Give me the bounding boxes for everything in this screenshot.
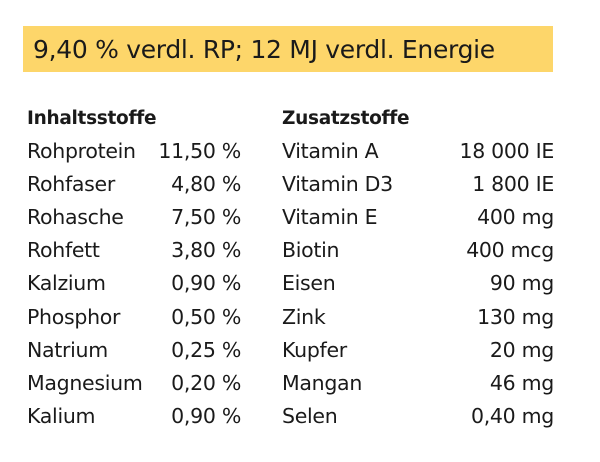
zusatzstoff-name: Selen	[282, 404, 338, 429]
zusatzstoff-row: Kupfer 20 mg	[282, 333, 554, 366]
inhaltsstoffe-heading: Inhaltsstoffe	[27, 108, 157, 129]
inhaltsstoff-value: 4,80 %	[171, 171, 241, 196]
inhaltsstoff-value: 11,50 %	[158, 138, 241, 163]
zusatzstoff-name: Eisen	[282, 271, 336, 296]
inhaltsstoff-name: Rohprotein	[27, 138, 136, 163]
inhaltsstoff-name: Kalzium	[27, 271, 106, 296]
inhaltsstoff-name: Magnesium	[27, 370, 143, 395]
inhaltsstoff-value: 3,80 %	[171, 238, 241, 263]
inhaltsstoff-value: 0,50 %	[171, 304, 241, 329]
zusatzstoff-value: 130 mg	[477, 304, 554, 329]
inhaltsstoff-value: 0,90 %	[171, 271, 241, 296]
inhaltsstoff-row: Rohprotein 11,50 %	[27, 134, 241, 167]
zusatzstoff-name: Vitamin A	[282, 138, 379, 163]
inhaltsstoff-row: Rohfaser 4,80 %	[27, 167, 241, 200]
zusatzstoff-value: 400 mg	[477, 204, 554, 229]
zusatzstoff-row: Selen 0,40 mg	[282, 400, 554, 433]
energy-banner-text: 9,40 % verdl. RP; 12 MJ verdl. Energie	[33, 34, 495, 64]
inhaltsstoff-row: Magnesium 0,20 %	[27, 366, 241, 399]
inhaltsstoff-value: 7,50 %	[171, 204, 241, 229]
zusatzstoff-name: Zink	[282, 304, 326, 329]
zusatzstoff-name: Mangan	[282, 370, 363, 395]
inhaltsstoff-row: Phosphor 0,50 %	[27, 300, 241, 333]
zusatzstoff-value: 1 800 IE	[472, 171, 554, 196]
zusatzstoff-name: Kupfer	[282, 337, 347, 362]
zusatzstoff-row: Zink 130 mg	[282, 300, 554, 333]
zusatzstoff-name: Biotin	[282, 238, 340, 263]
zusatzstoff-value: 18 000 IE	[459, 138, 554, 163]
zusatzstoff-row: Vitamin A 18 000 IE	[282, 134, 554, 167]
inhaltsstoff-row: Natrium 0,25 %	[27, 333, 241, 366]
zusatzstoff-value: 46 mg	[489, 370, 554, 395]
inhaltsstoff-name: Rohasche	[27, 204, 124, 229]
inhaltsstoff-value: 0,90 %	[171, 404, 241, 429]
zusatzstoff-name: Vitamin D3	[282, 171, 393, 196]
inhaltsstoff-value: 0,20 %	[171, 370, 241, 395]
zusatzstoff-value: 0,40 mg	[470, 404, 554, 429]
zusatzstoff-row: Vitamin E 400 mg	[282, 200, 554, 233]
inhaltsstoff-row: Rohasche 7,50 %	[27, 200, 241, 233]
inhaltsstoff-value: 0,25 %	[171, 337, 241, 362]
zusatzstoff-row: Eisen 90 mg	[282, 267, 554, 300]
zusatzstoffe-section: Zusatzstoffe Vitamin A 18 000 IE Vitamin…	[282, 104, 554, 433]
zusatzstoff-value: 20 mg	[489, 337, 554, 362]
zusatzstoff-name: Vitamin E	[282, 204, 378, 229]
inhaltsstoff-name: Phosphor	[27, 304, 121, 329]
inhaltsstoff-row: Rohfett 3,80 %	[27, 234, 241, 267]
energy-banner: 9,40 % verdl. RP; 12 MJ verdl. Energie	[23, 26, 553, 72]
zusatzstoff-row: Vitamin D3 1 800 IE	[282, 167, 554, 200]
inhaltsstoffe-section: Inhaltsstoffe Rohprotein 11,50 % Rohfase…	[27, 104, 241, 433]
inhaltsstoff-row: Kalzium 0,90 %	[27, 267, 241, 300]
zusatzstoff-row: Biotin 400 mcg	[282, 234, 554, 267]
inhaltsstoff-name: Rohfett	[27, 238, 100, 263]
zusatzstoff-row: Mangan 46 mg	[282, 366, 554, 399]
inhaltsstoff-name: Rohfaser	[27, 171, 115, 196]
inhaltsstoff-row: Kalium 0,90 %	[27, 400, 241, 433]
inhaltsstoff-name: Natrium	[27, 337, 108, 362]
zusatzstoffe-heading: Zusatzstoffe	[282, 108, 410, 129]
zusatzstoff-value: 90 mg	[489, 271, 554, 296]
zusatzstoff-value: 400 mcg	[466, 238, 554, 263]
inhaltsstoff-name: Kalium	[27, 404, 96, 429]
